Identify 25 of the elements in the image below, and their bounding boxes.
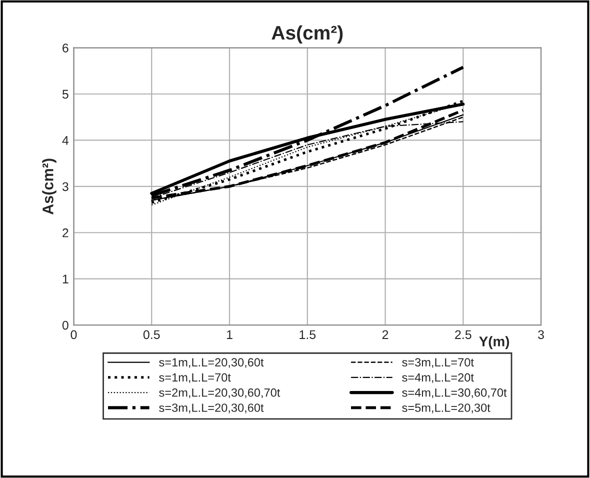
x-tick-label: 0 — [70, 330, 77, 340]
legend-label: s=2m,L.L=20,30,60,70t — [159, 388, 280, 398]
x-tick-label: 2 — [382, 330, 388, 339]
y-tick-label: 2 — [62, 228, 68, 238]
y-tick-label: 3 — [62, 182, 68, 192]
y-tick-label: 1 — [62, 274, 68, 284]
y-tick-label: 4 — [62, 136, 69, 145]
legend-label: s=3m,L.L=20,30,60t — [159, 404, 264, 414]
y-tick-label: 6 — [62, 44, 68, 52]
y-tick-label: 0 — [62, 320, 68, 330]
legend-label: s=4m,L.L=20t — [402, 373, 474, 384]
y-tick-label: 5 — [62, 90, 68, 99]
x-tick-label: 3 — [538, 330, 544, 340]
x-tick-label: 0.5 — [143, 330, 160, 340]
y-axis-title: As(cm²) — [42, 158, 56, 214]
x-tick-label: 1.5 — [300, 330, 316, 340]
chart-title: As(cm²) — [272, 25, 343, 44]
x-axis-title: Y(m) — [479, 336, 510, 350]
legend-label: s=3m,L.L=70t — [402, 358, 474, 368]
legend-label: s=4m,L.L=30,60,70t — [402, 388, 507, 398]
legend-label: s=1m,L.L=20,30,60t — [159, 358, 264, 368]
legend-label: s=5m,L.L=20,30t — [402, 404, 490, 414]
x-tick-label: 2.5 — [455, 330, 472, 340]
x-tick-label: 1 — [226, 330, 232, 339]
legend-label: s=1m,L.L=70t — [159, 373, 231, 384]
